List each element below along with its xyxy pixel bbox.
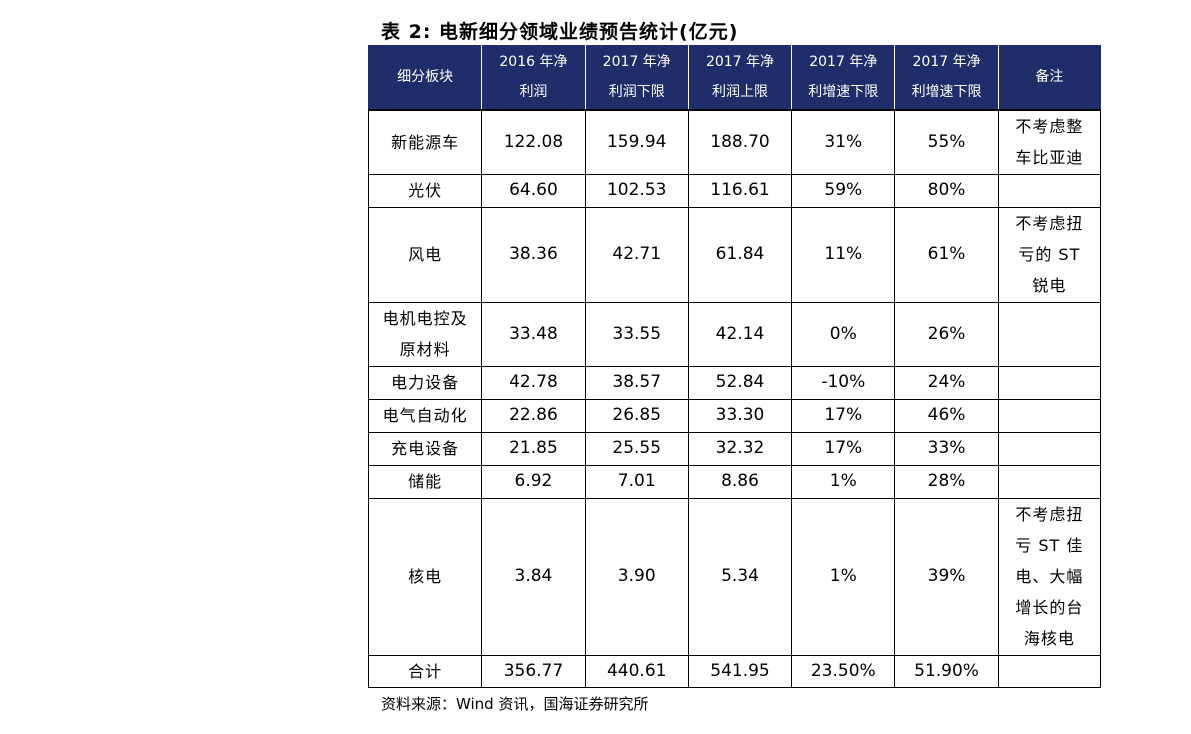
header-note: 备注: [997, 45, 1102, 111]
table-row: 电机电控及 原材料 33.48 33.55 42.14 0% 26%: [367, 301, 1102, 367]
value-cell: -10%: [791, 365, 896, 400]
value-cell: 80%: [894, 173, 999, 208]
value-cell: 38.57: [584, 365, 689, 400]
note-cell: [997, 301, 1102, 367]
value-cell: 23.50%: [791, 654, 896, 688]
header-2017-profit-high: 2017 年净 利润上限: [687, 45, 793, 111]
value-cell: 122.08: [481, 109, 586, 175]
sector-cell: 风电: [367, 206, 483, 303]
value-cell: 102.53: [584, 173, 689, 208]
note-cell: 不考虑整 车比亚迪: [997, 109, 1102, 175]
value-cell: 1%: [791, 464, 896, 499]
value-cell: 55%: [894, 109, 999, 175]
value-cell: 33.55: [584, 301, 689, 367]
value-cell: 21.85: [481, 431, 586, 466]
value-cell: 17%: [791, 398, 896, 433]
value-cell: 38.36: [481, 206, 586, 303]
value-cell: 32.32: [687, 431, 793, 466]
note-cell: [997, 431, 1102, 466]
header-2016-profit: 2016 年净 利润: [481, 45, 586, 111]
note-cell: [997, 654, 1102, 688]
header-2017-growth-second: 2017 年净 利增速下限: [894, 45, 999, 111]
note-cell: 不考虑扭 亏的 ST 锐电: [997, 206, 1102, 303]
value-cell: 22.86: [481, 398, 586, 433]
sector-cell: 核电: [367, 497, 483, 656]
note-cell: [997, 464, 1102, 499]
table-row: 光伏 64.60 102.53 116.61 59% 80%: [367, 173, 1102, 208]
value-cell: 64.60: [481, 173, 586, 208]
table-row: 电力设备 42.78 38.57 52.84 -10% 24%: [367, 365, 1102, 400]
value-cell: 33.48: [481, 301, 586, 367]
table-row: 风电 38.36 42.71 61.84 11% 61% 不考虑扭 亏的 ST 锐电: [367, 206, 1102, 303]
note-cell: [997, 365, 1102, 400]
sector-cell: 充电设备: [367, 431, 483, 466]
table-row: 新能源车 122.08 159.94 188.70 31% 55% 不考虑整 车比…: [367, 109, 1102, 175]
value-cell: 61.84: [687, 206, 793, 303]
value-cell: 440.61: [584, 654, 689, 688]
value-cell: 25.55: [584, 431, 689, 466]
sector-cell: 电机电控及 原材料: [367, 301, 483, 367]
note-cell: [997, 398, 1102, 433]
value-cell: 61%: [894, 206, 999, 303]
header-2017-growth-low: 2017 年净 利增速下限: [791, 45, 896, 111]
sector-cell: 合计: [367, 654, 483, 688]
value-cell: 356.77: [481, 654, 586, 688]
header-2017-profit-low: 2017 年净 利润下限: [584, 45, 689, 111]
value-cell: 159.94: [584, 109, 689, 175]
value-cell: 28%: [894, 464, 999, 499]
table-row: 储能 6.92 7.01 8.86 1% 28%: [367, 464, 1102, 499]
value-cell: 0%: [791, 301, 896, 367]
total-row: 合计 356.77 440.61 541.95 23.50% 51.90%: [367, 654, 1102, 688]
value-cell: 52.84: [687, 365, 793, 400]
source-note: 资料来源：Wind 资讯，国海证券研究所: [381, 695, 649, 713]
value-cell: 26%: [894, 301, 999, 367]
sector-cell: 新能源车: [367, 109, 483, 175]
table-row: 核电 3.84 3.90 5.34 1% 39% 不考虑扭亏 ST 佳电、大幅增…: [367, 497, 1102, 656]
value-cell: 39%: [894, 497, 999, 656]
value-cell: 3.90: [584, 497, 689, 656]
value-cell: 17%: [791, 431, 896, 466]
value-cell: 42.78: [481, 365, 586, 400]
table-row: 电气自动化 22.86 26.85 33.30 17% 46%: [367, 398, 1102, 433]
value-cell: 188.70: [687, 109, 793, 175]
header-sector: 细分板块: [367, 45, 483, 111]
value-cell: 51.90%: [894, 654, 999, 688]
value-cell: 8.86: [687, 464, 793, 499]
value-cell: 1%: [791, 497, 896, 656]
value-cell: 3.84: [481, 497, 586, 656]
value-cell: 42.71: [584, 206, 689, 303]
table-title: 表 2: 电新细分领域业绩预告统计(亿元): [381, 21, 739, 43]
header-row: 细分板块 2016 年净 利润 2017 年净 利润下限 2017 年净 利润上限 2…: [367, 45, 1102, 111]
value-cell: 31%: [791, 109, 896, 175]
value-cell: 116.61: [687, 173, 793, 208]
earnings-forecast-table: 细分板块 2016 年净 利润 2017 年净 利润下限 2017 年净 利润上限 2…: [367, 45, 1102, 688]
table-row: 充电设备 21.85 25.55 32.32 17% 33%: [367, 431, 1102, 466]
value-cell: 26.85: [584, 398, 689, 433]
sector-cell: 储能: [367, 464, 483, 499]
value-cell: 11%: [791, 206, 896, 303]
value-cell: 541.95: [687, 654, 793, 688]
value-cell: 5.34: [687, 497, 793, 656]
value-cell: 33%: [894, 431, 999, 466]
value-cell: 24%: [894, 365, 999, 400]
sector-cell: 光伏: [367, 173, 483, 208]
value-cell: 42.14: [687, 301, 793, 367]
value-cell: 59%: [791, 173, 896, 208]
sector-cell: 电气自动化: [367, 398, 483, 433]
value-cell: 33.30: [687, 398, 793, 433]
value-cell: 7.01: [584, 464, 689, 499]
note-cell: 不考虑扭亏 ST 佳电、大幅 增长的台 海核电: [997, 497, 1102, 656]
value-cell: 6.92: [481, 464, 586, 499]
note-cell: [997, 173, 1102, 208]
value-cell: 46%: [894, 398, 999, 433]
sector-cell: 电力设备: [367, 365, 483, 400]
